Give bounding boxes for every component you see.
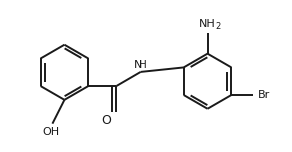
Text: OH: OH [42,127,60,137]
Text: H: H [139,60,147,70]
Text: N: N [134,60,142,70]
Text: Br: Br [258,90,270,100]
Text: O: O [101,114,111,127]
Text: NH: NH [199,19,216,29]
Text: 2: 2 [216,22,221,31]
